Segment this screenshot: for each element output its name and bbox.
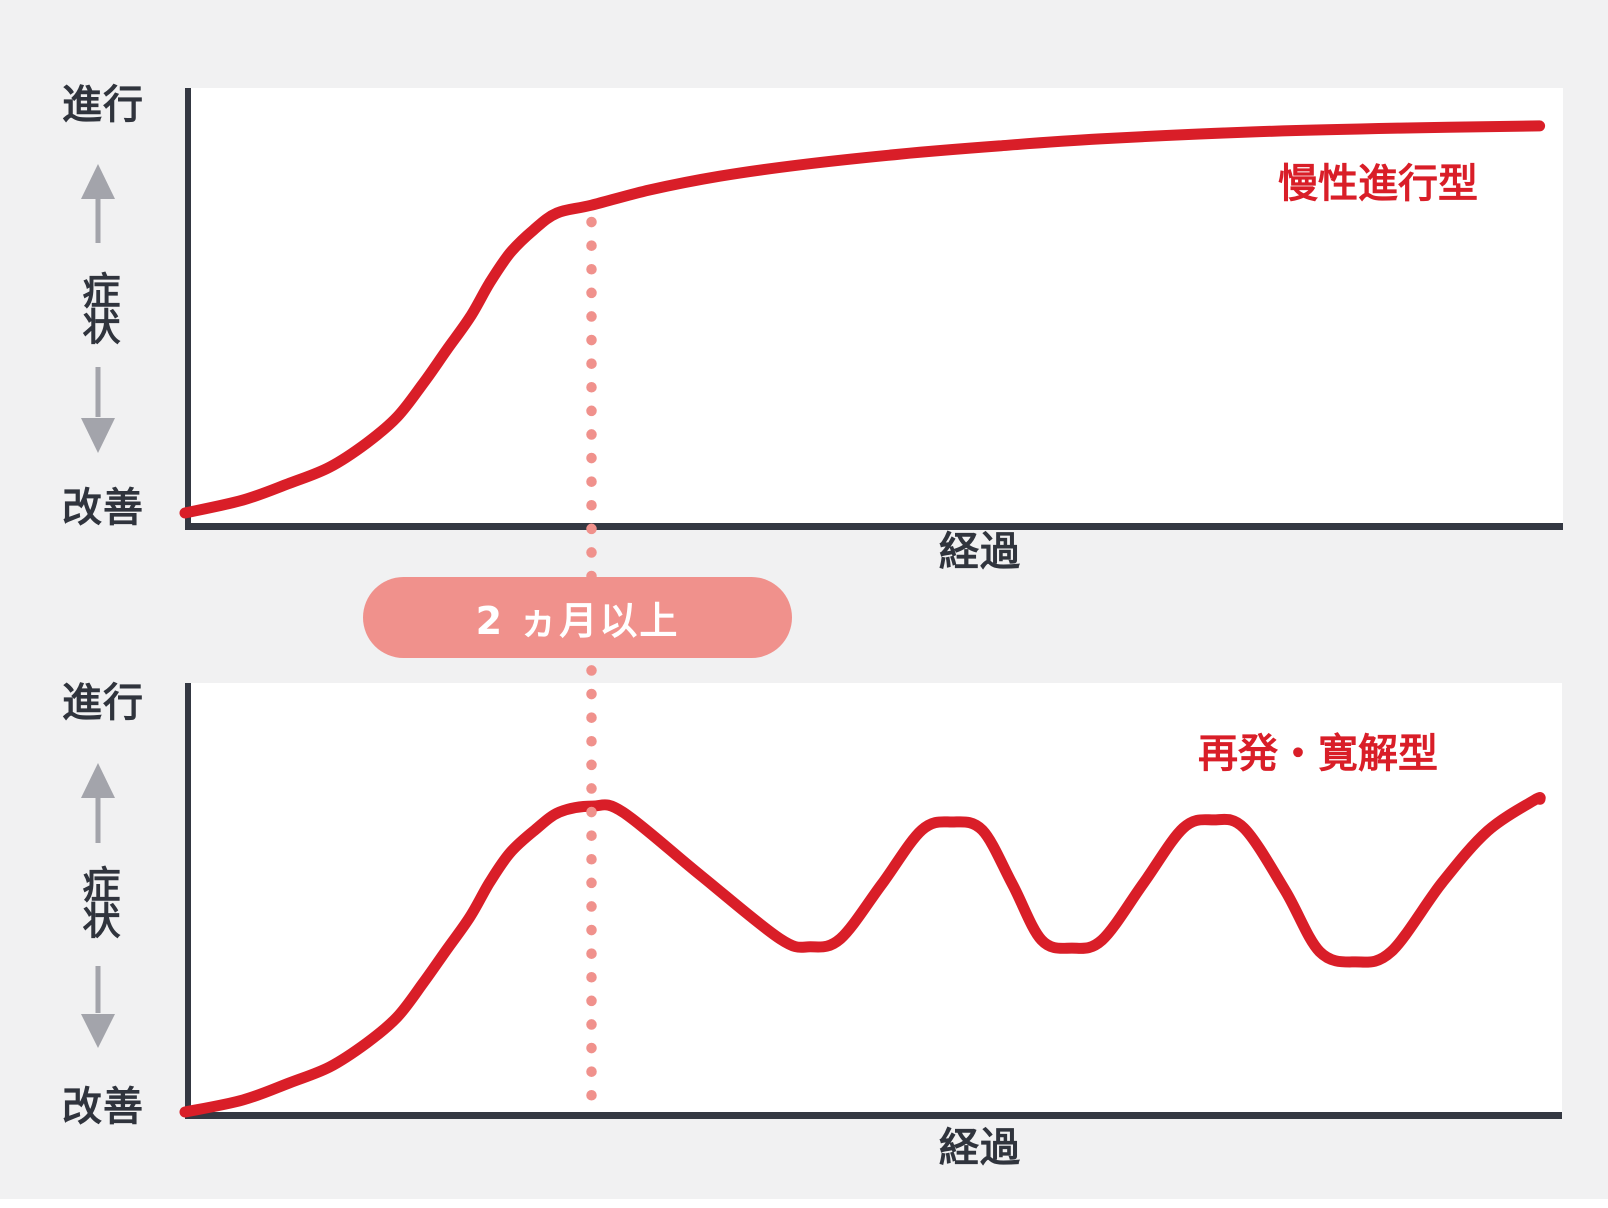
top-x-axis-label: 経過 xyxy=(939,529,1021,575)
two-month-badge-label: 2 ヵ月以上 xyxy=(475,599,680,643)
top-y-axis-bottom-label: 改善 xyxy=(62,485,144,531)
bottom-series-label: 再発・寛解型 xyxy=(1198,731,1438,777)
top-symptom-down-arrow-icon xyxy=(81,367,115,453)
top-chart-plot-area xyxy=(185,88,1563,530)
bottom-symptom-down-arrow-icon xyxy=(81,966,115,1048)
top-y-axis-top-label: 進行 xyxy=(62,82,144,128)
bottom-y-axis-top-label: 進行 xyxy=(62,680,144,726)
top-symptom-up-arrow-icon xyxy=(81,164,115,243)
two-month-badge: 2 ヵ月以上 xyxy=(363,577,792,658)
bottom-white-strip xyxy=(0,1199,1608,1208)
top-series-label: 慢性進行型 xyxy=(1278,161,1478,207)
bottom-x-axis-label: 経過 xyxy=(939,1125,1021,1171)
bottom-y-axis-mid-label: 症状 xyxy=(76,865,120,937)
bottom-y-axis-bottom-label: 改善 xyxy=(62,1084,144,1130)
top-y-axis-mid-label: 症状 xyxy=(76,271,120,343)
bottom-symptom-up-arrow-icon xyxy=(81,763,115,843)
